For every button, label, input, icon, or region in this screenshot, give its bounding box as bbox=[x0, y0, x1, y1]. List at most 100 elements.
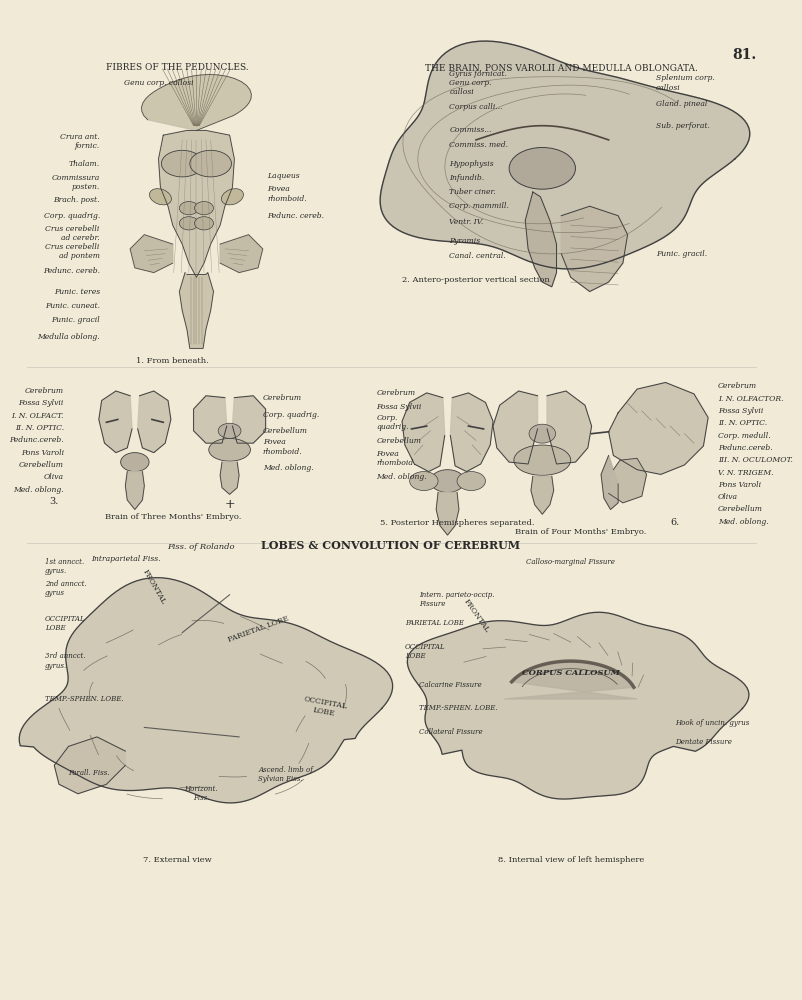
Text: Crus cerebelli
ad pontem: Crus cerebelli ad pontem bbox=[46, 243, 99, 260]
Text: THE BRAIN, PONS VAROLII AND MEDULLA OBLONGATA.: THE BRAIN, PONS VAROLII AND MEDULLA OBLO… bbox=[425, 63, 698, 72]
Text: 2. Antero-posterior vertical section: 2. Antero-posterior vertical section bbox=[402, 276, 550, 284]
Text: Cerebellum: Cerebellum bbox=[718, 505, 763, 513]
Ellipse shape bbox=[529, 424, 556, 443]
Text: OCCIPITAL
LOBE: OCCIPITAL LOBE bbox=[45, 615, 86, 632]
Text: Intern. parieto-occip.
Fissure: Intern. parieto-occip. Fissure bbox=[419, 591, 495, 608]
Polygon shape bbox=[407, 612, 749, 799]
Text: II. N. OPTIC.: II. N. OPTIC. bbox=[718, 419, 767, 427]
Ellipse shape bbox=[161, 150, 203, 177]
Polygon shape bbox=[99, 391, 132, 453]
Text: Fovea
rhomboid.: Fovea rhomboid. bbox=[376, 450, 416, 467]
Ellipse shape bbox=[149, 189, 172, 205]
Text: Pedunc.cereb.: Pedunc.cereb. bbox=[9, 436, 64, 444]
Ellipse shape bbox=[431, 470, 464, 492]
Text: Corp.
quadrig.: Corp. quadrig. bbox=[376, 414, 409, 431]
Text: Fiss. of Rolando: Fiss. of Rolando bbox=[168, 543, 235, 551]
Text: FIBRES OF THE PEDUNCLES.: FIBRES OF THE PEDUNCLES. bbox=[106, 63, 249, 72]
Ellipse shape bbox=[218, 423, 241, 438]
Polygon shape bbox=[493, 391, 537, 464]
Text: II. N. OPTIC.: II. N. OPTIC. bbox=[14, 424, 64, 432]
Text: Genu corp. callosi: Genu corp. callosi bbox=[124, 79, 193, 87]
Text: Dentate Fissure: Dentate Fissure bbox=[675, 738, 732, 746]
Text: Corp. quadrig.: Corp. quadrig. bbox=[263, 411, 319, 419]
Text: Medulla oblong.: Medulla oblong. bbox=[37, 333, 99, 341]
Text: Cerebellum: Cerebellum bbox=[376, 437, 422, 445]
Text: Med. oblong.: Med. oblong. bbox=[13, 486, 64, 494]
Text: Pedunc. cereb.: Pedunc. cereb. bbox=[43, 267, 99, 275]
Text: Funic. gracil.: Funic. gracil. bbox=[656, 250, 707, 258]
Text: Cerebrum: Cerebrum bbox=[718, 382, 757, 390]
Text: Commissura
posten.: Commissura posten. bbox=[51, 174, 99, 191]
Text: Sub. perforat.: Sub. perforat. bbox=[656, 122, 710, 130]
Text: Funic. cuneat.: Funic. cuneat. bbox=[45, 302, 99, 310]
Polygon shape bbox=[402, 393, 445, 472]
Text: Crura ant.
fornic.: Crura ant. fornic. bbox=[60, 133, 99, 150]
Text: Ascend. limb of
Sylvian Fiss.: Ascend. limb of Sylvian Fiss. bbox=[258, 766, 313, 783]
Text: Ventr. IV.: Ventr. IV. bbox=[449, 218, 484, 226]
Text: Splenium corp.
callosi: Splenium corp. callosi bbox=[656, 74, 715, 92]
Text: Brach. post.: Brach. post. bbox=[53, 196, 99, 204]
Text: Funic. gracil: Funic. gracil bbox=[51, 316, 99, 324]
Text: 81.: 81. bbox=[732, 48, 756, 62]
Text: Tuber ciner.: Tuber ciner. bbox=[449, 188, 496, 196]
Text: LOBES & CONVOLUTION OF CEREBRUM: LOBES & CONVOLUTION OF CEREBRUM bbox=[261, 540, 520, 551]
Text: Gyrus fornicat.: Gyrus fornicat. bbox=[449, 70, 508, 78]
Text: Med. oblong.: Med. oblong. bbox=[263, 464, 314, 472]
Text: OCCIPITAL
LOBE: OCCIPITAL LOBE bbox=[302, 695, 347, 720]
Text: Hypophysis: Hypophysis bbox=[449, 160, 494, 168]
Polygon shape bbox=[525, 192, 557, 287]
Text: Pedunc. cereb.: Pedunc. cereb. bbox=[268, 212, 325, 220]
Polygon shape bbox=[130, 235, 172, 273]
Text: TEMP.-SPHEN. LOBE.: TEMP.-SPHEN. LOBE. bbox=[45, 695, 124, 703]
Text: Pyramis: Pyramis bbox=[449, 237, 480, 245]
Text: Canal. central.: Canal. central. bbox=[449, 252, 506, 260]
Text: Brain of Four Months' Embryo.: Brain of Four Months' Embryo. bbox=[515, 528, 646, 536]
Text: 6.: 6. bbox=[670, 518, 679, 527]
Text: Cerebrum: Cerebrum bbox=[376, 389, 415, 397]
Polygon shape bbox=[138, 391, 171, 453]
Text: Fossa Sylvii: Fossa Sylvii bbox=[718, 407, 763, 415]
Polygon shape bbox=[609, 382, 708, 474]
Ellipse shape bbox=[457, 472, 485, 491]
Text: Pons Varoli: Pons Varoli bbox=[718, 481, 761, 489]
Text: Med. oblong.: Med. oblong. bbox=[718, 518, 768, 526]
Text: +: + bbox=[225, 498, 235, 511]
Polygon shape bbox=[19, 578, 392, 803]
Text: Cerebellum: Cerebellum bbox=[18, 461, 64, 469]
Text: Cerebrum: Cerebrum bbox=[263, 394, 302, 402]
Polygon shape bbox=[180, 273, 213, 348]
Ellipse shape bbox=[190, 150, 232, 177]
Text: Funic. teres: Funic. teres bbox=[54, 288, 99, 296]
Text: Thalam.: Thalam. bbox=[69, 160, 99, 168]
Text: I. N. OLFACTOR.: I. N. OLFACTOR. bbox=[718, 395, 783, 403]
Ellipse shape bbox=[209, 438, 250, 461]
Text: Laqueus: Laqueus bbox=[268, 172, 300, 180]
Text: 2nd anncct.
gyrus: 2nd anncct. gyrus bbox=[45, 580, 87, 597]
Text: 1. From beneath.: 1. From beneath. bbox=[136, 357, 209, 365]
Polygon shape bbox=[531, 476, 553, 514]
Polygon shape bbox=[125, 472, 144, 509]
Text: Corp. mammill.: Corp. mammill. bbox=[449, 202, 509, 210]
Ellipse shape bbox=[195, 202, 213, 215]
Text: Fovea
rhomboid.: Fovea rhomboid. bbox=[263, 438, 302, 456]
Polygon shape bbox=[504, 661, 637, 699]
Text: Fovea
rhomboid.: Fovea rhomboid. bbox=[268, 185, 307, 203]
Text: Calloso-marginal Fissure: Calloso-marginal Fissure bbox=[526, 558, 615, 566]
Text: PARIETAL LOBE: PARIETAL LOBE bbox=[227, 615, 290, 644]
Text: Corpus calli...: Corpus calli... bbox=[449, 103, 503, 111]
Ellipse shape bbox=[221, 189, 244, 205]
Text: 3rd anncct.
gyrus.: 3rd anncct. gyrus. bbox=[45, 652, 86, 670]
Text: Fossa Sylvii: Fossa Sylvii bbox=[376, 403, 422, 411]
Text: III. N. OCULOMOT.: III. N. OCULOMOT. bbox=[718, 456, 792, 464]
Text: Intraparietal Fiss.: Intraparietal Fiss. bbox=[91, 555, 160, 563]
Text: Pons Varoli: Pons Varoli bbox=[21, 449, 64, 457]
Polygon shape bbox=[561, 206, 628, 292]
Text: OCCIPITAL
LOBE: OCCIPITAL LOBE bbox=[405, 643, 446, 660]
Polygon shape bbox=[609, 458, 646, 503]
Text: Brain of Three Months' Embryo.: Brain of Three Months' Embryo. bbox=[104, 513, 241, 521]
Ellipse shape bbox=[410, 472, 438, 491]
Text: TEMP.-SPHEN. LOBE.: TEMP.-SPHEN. LOBE. bbox=[419, 704, 498, 712]
Text: Horizont.
Fiss.: Horizont. Fiss. bbox=[184, 785, 218, 802]
Text: Oliva: Oliva bbox=[44, 473, 64, 481]
Ellipse shape bbox=[514, 445, 571, 475]
